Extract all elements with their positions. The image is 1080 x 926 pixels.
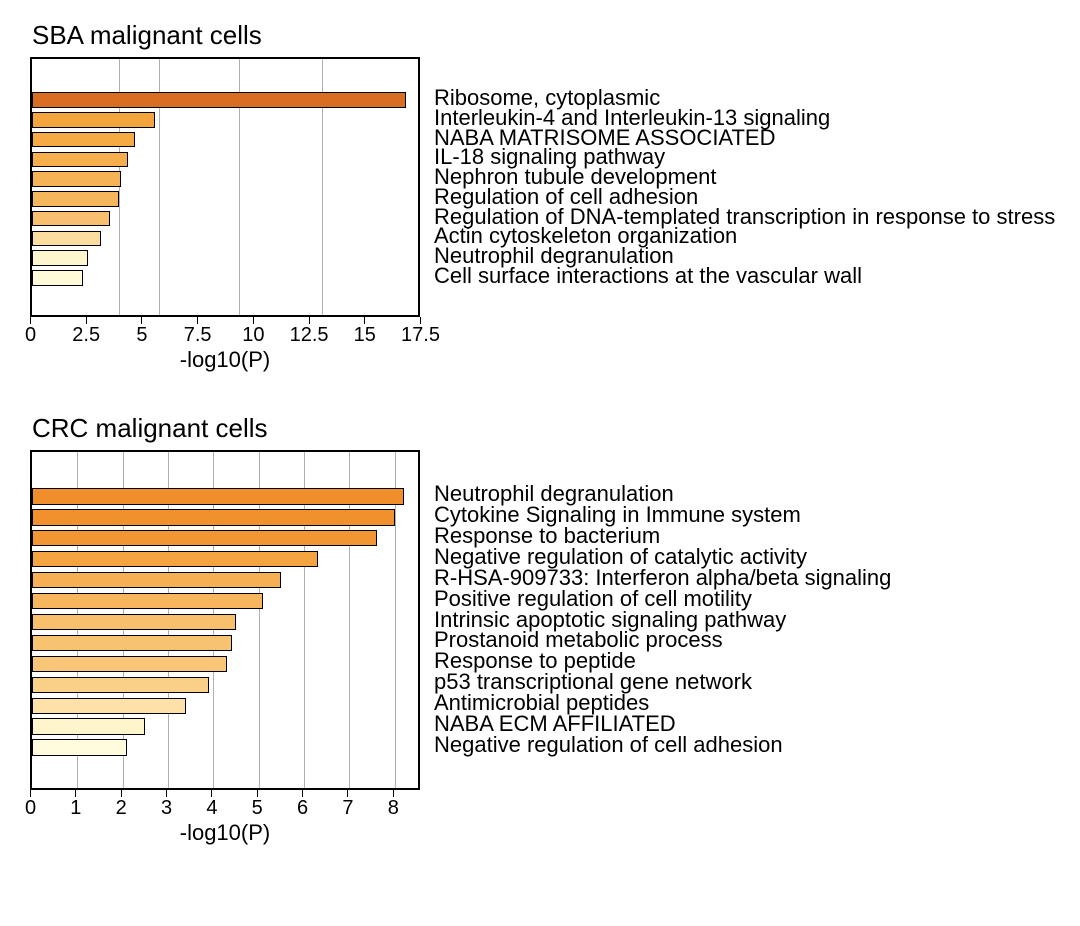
bar [32,231,101,246]
x-tick: 12.5 [309,317,310,324]
tick-mark [75,790,76,797]
x-tick: 2.5 [86,317,87,324]
tick-mark [347,790,348,797]
tick-label: 0 [25,797,36,820]
tick-mark [141,317,142,324]
tick-label: 2 [116,797,127,820]
tick-mark [253,317,254,324]
bar [32,635,232,651]
tick-label: 12.5 [290,324,329,347]
tick-label: 5 [252,797,263,820]
tick-mark [302,790,303,797]
x-tick: 1 [75,790,76,797]
bar [32,270,83,285]
x-tick: 6 [302,790,303,797]
tick-label: 3 [161,797,172,820]
x-tick: 3 [166,790,167,797]
x-tick: 0 [30,790,31,797]
plot-area [30,450,420,790]
x-tick: 5 [257,790,258,797]
panel-crc: CRC malignant cells012345678-log10(P)Neu… [30,413,1050,846]
tick-mark [86,317,87,324]
bar [32,551,318,567]
tick-label: 10 [242,324,264,347]
x-axis-title: -log10(P) [30,820,420,846]
tick-label: 7.5 [184,324,212,347]
bar [32,250,88,265]
tick-mark [364,317,365,324]
panel-title: SBA malignant cells [32,20,1050,51]
bar [32,572,281,588]
tick-label: 2.5 [72,324,100,347]
panel-title: CRC malignant cells [32,413,1050,444]
bar [32,488,404,504]
bar-label: Cell surface interactions at the vascula… [434,266,1055,286]
tick-label: 6 [297,797,308,820]
tick-mark [166,790,167,797]
bar [32,614,236,630]
x-tick: 7 [347,790,348,797]
x-tick: 8 [393,790,394,797]
bar-labels: Neutrophil degranulationCytokine Signali… [434,450,891,790]
tick-label: 15 [354,324,376,347]
tick-mark [197,317,198,324]
tick-mark [309,317,310,324]
tick-label: 0 [25,324,36,347]
bar [32,132,135,147]
bar [32,593,263,609]
bar [32,171,121,186]
panel-sba: SBA malignant cells02.557.51012.51517.5-… [30,20,1050,373]
tick-mark [420,317,421,324]
bar [32,112,155,127]
tick-mark [393,790,394,797]
bar-labels: Ribosome, cytoplasmicInterleukin-4 and I… [434,57,1055,317]
bar [32,739,127,755]
x-tick: 15 [364,317,365,324]
x-tick: 0 [30,317,31,324]
x-tick: 5 [141,317,142,324]
bar [32,509,395,525]
chart-column: 012345678-log10(P) [30,450,420,846]
bar [32,92,406,107]
tick-mark [121,790,122,797]
tick-label: 1 [70,797,81,820]
tick-label: 7 [342,797,353,820]
tick-label: 5 [136,324,147,347]
bar [32,152,128,167]
bar-label: Negative regulation of cell adhesion [434,735,891,756]
bar [32,530,377,546]
x-tick: 7.5 [197,317,198,324]
x-ticks: 0 2.5 5 7.5 10 12.5 15 17.5 [30,317,420,347]
tick-mark [30,790,31,797]
tick-label: 17.5 [401,324,440,347]
x-tick: 2 [121,790,122,797]
x-tick: 10 [253,317,254,324]
chart-column: 0 2.5 5 7.5 10 12.5 15 17.5 -log10(P) [30,57,420,373]
chart-row: 012345678-log10(P)Neutrophil degranulati… [30,450,1050,846]
tick-label: 4 [206,797,217,820]
bar [32,718,145,734]
bar [32,211,110,226]
figure-root: SBA malignant cells02.557.51012.51517.5-… [0,0,1080,926]
bar [32,191,119,206]
bar [32,656,227,672]
x-tick: 4 [211,790,212,797]
x-axis-title: -log10(P) [30,347,420,373]
bar [32,677,209,693]
plot-area [30,57,420,317]
tick-mark [257,790,258,797]
chart-row: 02.557.51012.51517.5-log10(P)Ribosome, c… [30,57,1050,373]
tick-label: 8 [388,797,399,820]
x-tick: 17.5 [420,317,421,324]
x-ticks: 0 1 2 3 4 5 6 7 8 [30,790,420,820]
tick-mark [211,790,212,797]
tick-mark [30,317,31,324]
bar [32,698,186,714]
